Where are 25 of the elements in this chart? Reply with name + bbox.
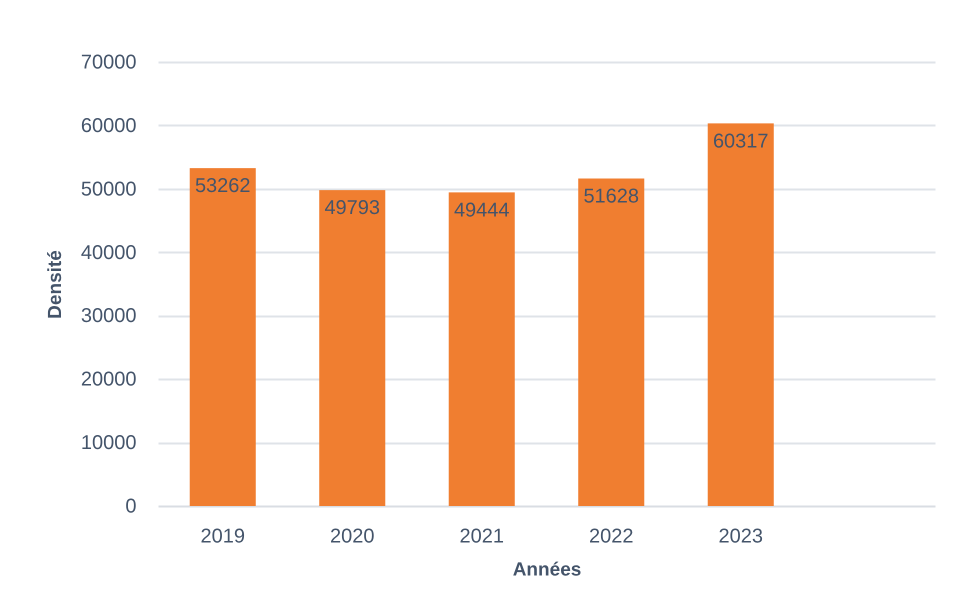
data-label: 49444 [454,199,510,222]
bar [190,168,256,506]
data-label: 49793 [324,197,380,220]
x-tick-label: 2020 [330,526,374,548]
y-tick-label: 70000 [80,52,136,74]
x-tick-label: 2019 [200,526,245,548]
x-tick-label: 2023 [718,526,763,548]
data-label: 53262 [194,175,251,198]
x-axis-title: Années [512,560,582,580]
data-label: 60317 [712,130,769,152]
y-tick-label: 0 [125,496,136,518]
bar [319,190,386,506]
y-tick-label: 60000 [80,114,136,137]
x-tick-label: 2021 [460,526,504,548]
y-tick-label: 20000 [80,368,136,391]
y-tick-label: 50000 [80,178,136,200]
data-label: 51628 [583,186,640,208]
bar [578,178,644,506]
bar [448,192,515,506]
y-axis-title: Densité [44,250,66,319]
bar [708,123,774,506]
y-tick-label: 30000 [80,305,136,328]
y-tick-label: 10000 [80,432,136,454]
y-tick-label: 40000 [80,242,136,264]
x-tick-label: 2022 [589,526,634,548]
